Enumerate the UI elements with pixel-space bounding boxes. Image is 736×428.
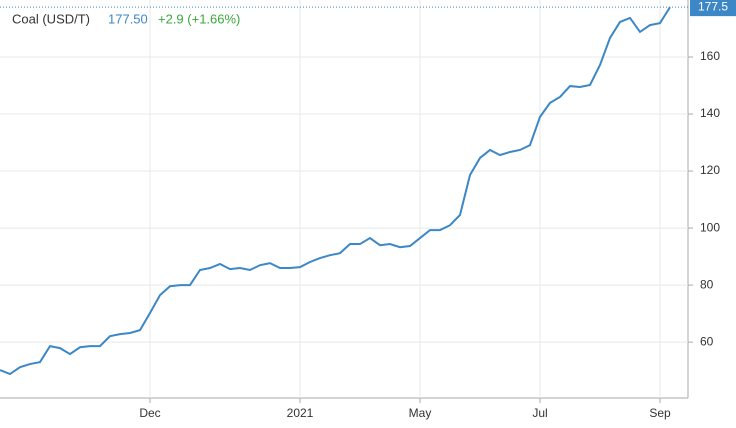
y-tick-label: 100 <box>700 220 720 234</box>
x-tick-label: Jul <box>532 406 547 420</box>
price-line <box>0 6 671 376</box>
y-tick-label: 60 <box>700 334 714 348</box>
price: 177.50 <box>108 11 148 26</box>
y-tick-label: 80 <box>700 277 714 291</box>
x-tick-label: May <box>409 406 432 420</box>
price-tag: 177.5 <box>698 0 728 13</box>
y-tick-label: 160 <box>700 49 720 63</box>
change: +2.9 (+1.66%) <box>158 11 240 26</box>
price-tag-box <box>690 0 736 17</box>
x-tick-label: Sep <box>649 406 671 420</box>
x-tick-label: 2021 <box>287 406 314 420</box>
y-tick-label: 140 <box>700 106 720 120</box>
x-tick-label: Dec <box>139 406 160 420</box>
y-tick-label: 120 <box>700 163 720 177</box>
chart-title: Coal (USD/T) <box>12 11 90 26</box>
